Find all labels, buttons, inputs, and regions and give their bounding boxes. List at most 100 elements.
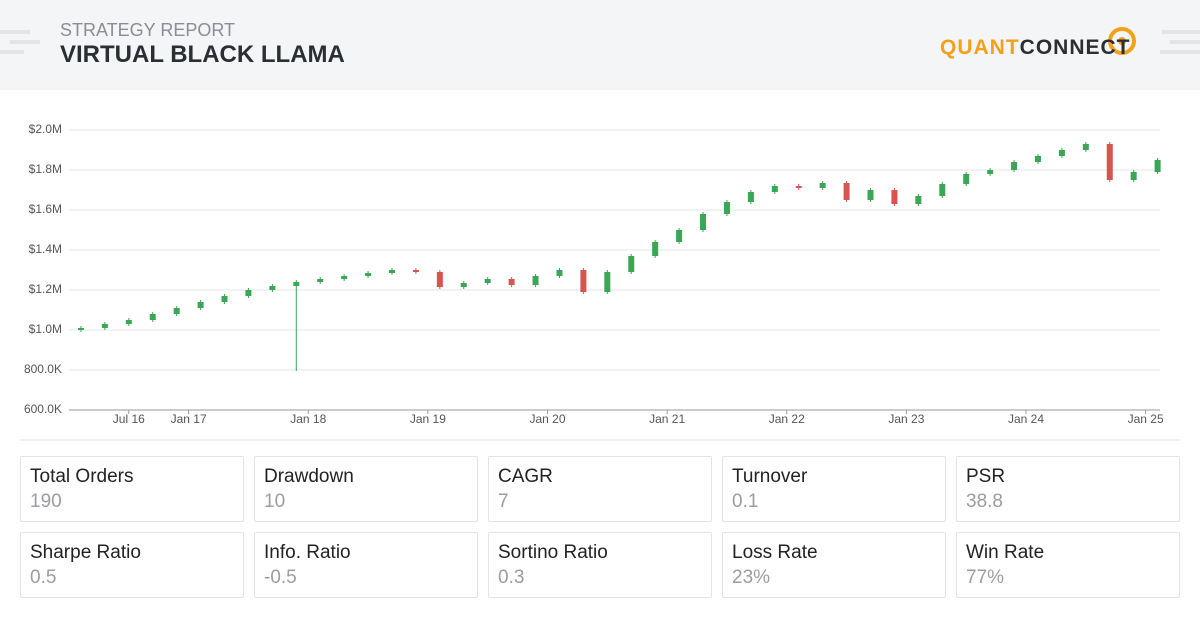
candle-body [341,276,348,279]
candle-body [1130,172,1137,180]
candle-body [508,279,515,285]
stat-card: PSR 38.8 [956,456,1180,522]
stat-value: 0.5 [30,567,57,588]
report-title: VIRTUAL BLACK LLAMA [60,41,345,68]
candle-body [388,270,395,273]
stat-value: -0.5 [264,567,297,588]
stat-label: Sortino Ratio [498,542,608,563]
candle-body [987,170,994,174]
candle-body [1106,144,1113,180]
candle-body [700,214,707,230]
candle-body [1082,144,1089,150]
candle-body [436,272,443,287]
candle-body [747,192,754,202]
candle-body [867,190,874,200]
y-tick-label: $1.8M [29,162,62,176]
candle-body [771,186,778,192]
stat-card: Win Rate 77% [956,532,1180,598]
x-tick-label: Jan 20 [529,412,565,426]
stat-value: 23% [732,567,771,588]
stat-label: Loss Rate [732,542,818,563]
candle-body [317,279,324,282]
x-tick-label: Jan 18 [290,412,326,426]
stat-card: Sortino Ratio 0.3 [488,532,712,598]
stat-label: Info. Ratio [264,542,351,563]
candle-body [652,242,659,256]
chart: 600.0K 800.0K $1.0M $1.2M $1.4M $1.6M $1.8M $2.… [20,122,1180,441]
candle-body [484,279,491,283]
logo-part: QUANT [940,36,1020,59]
candle-body [221,296,228,302]
stat-label: Sharpe Ratio [30,542,141,563]
candle-body [891,190,898,204]
stat-label: Win Rate [966,542,1045,563]
candle-body [843,183,850,200]
stat-value: 0.3 [498,567,525,588]
candle-body [1011,162,1018,170]
stat-value: 77% [966,567,1005,588]
candle-body [460,283,467,287]
stat-label: PSR [966,466,1006,487]
stat-label: Drawdown [264,466,354,487]
y-tick-label: 800.0K [24,362,62,376]
stat-value: 10 [264,491,286,512]
candle-body [795,186,802,188]
candle-body [532,276,539,285]
y-tick-label: $1.4M [29,242,62,256]
stat-value: 190 [30,491,62,512]
x-tick-label: Jan 25 [1128,412,1164,426]
stat-card: CAGR 7 [488,456,712,522]
stats-grid: Total Orders 190 Drawdown 10 CAGR 7 Turnover 0.… [20,456,1180,598]
candle-body [963,174,970,184]
stat-value: 38.8 [966,491,1003,512]
candle-body [149,314,156,320]
stat-card: Info. Ratio -0.5 [254,532,478,598]
stat-value: 0.1 [732,491,759,512]
candle-body [125,320,132,324]
stat-value: 7 [498,491,509,512]
candle-body [723,202,730,214]
candle-body [819,183,826,188]
candle-body [101,324,108,328]
x-tick-label: Jan 22 [769,412,805,426]
y-tick-label: 600.0K [24,402,62,416]
candle-body [197,302,204,308]
candle-body [939,184,946,196]
x-tick-label: Jan 17 [171,412,207,426]
stat-label: Turnover [732,466,808,487]
x-tick-label: Jan 19 [410,412,446,426]
candle-body [1034,156,1041,162]
logo: QUANTCONNECT [940,36,1131,60]
candle-body [676,230,683,242]
x-tick-label: Jan 21 [649,412,685,426]
candle-body [412,270,419,272]
candle-body [77,328,84,330]
candle-body [365,273,372,276]
candle-body [269,286,276,290]
stat-card: Sharpe Ratio 0.5 [20,532,244,598]
x-tick-label: Jan 23 [888,412,924,426]
stat-card: Drawdown 10 [254,456,478,522]
candle-body [173,308,180,314]
candle-body [556,270,563,276]
stat-label: CAGR [498,466,553,487]
candle-body [1154,160,1161,172]
stat-label: Total Orders [30,466,134,487]
x-tick-label: Jan 24 [1008,412,1044,426]
candle-body [580,270,587,292]
y-tick-label: $1.0M [29,322,62,336]
report-subtitle: STRATEGY REPORT [60,20,236,40]
y-tick-label: $1.6M [29,202,62,216]
stat-card: Total Orders 190 [20,456,244,522]
candle-body [628,256,635,272]
stat-card: Turnover 0.1 [722,456,946,522]
candle-body [604,272,611,292]
stat-card: Loss Rate 23% [722,532,946,598]
header: STRATEGY REPORT VIRTUAL BLACK LLAMA QUAN… [0,0,1200,90]
candle-body [915,196,922,204]
y-tick-label: $1.2M [29,282,62,296]
decoration [0,27,1200,55]
y-tick-label: $2.0M [29,122,62,136]
candle-body [1058,150,1065,156]
